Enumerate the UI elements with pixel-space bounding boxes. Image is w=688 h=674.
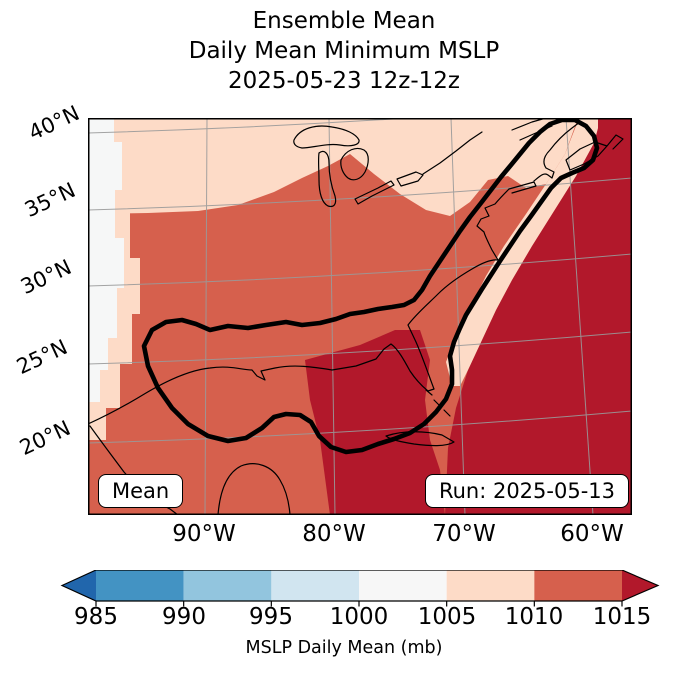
coastline-nova-scotia: [565, 134, 624, 171]
lat-tick-label-20n: 20°N: [15, 415, 75, 461]
colorbar-segment-995-1000: [271, 570, 360, 601]
coastline-new-england: [533, 121, 581, 182]
colorbar-tick-label-1010: 1010: [504, 604, 564, 630]
ensemble-contour-outline: [141, 118, 600, 455]
colorbar-segment-1005-1010: [446, 570, 535, 601]
lake-huron: [340, 147, 369, 181]
map-plot-svg: [88, 118, 632, 515]
colorbar-cells: [62, 570, 658, 601]
lake-michigan: [317, 150, 337, 208]
colorbar: [0, 569, 688, 607]
fill-regions: [88, 118, 632, 515]
fill-gulf-dark-red: [305, 330, 445, 515]
map-frame: [88, 118, 632, 515]
colorbar-segment-1010-1015: [534, 570, 623, 601]
lon-tick-label-80w: 80°W: [302, 521, 366, 547]
lon-tick-label-90w: 90°W: [172, 521, 236, 547]
colorbar-segment-1000-1005: [359, 570, 447, 601]
colorbar-tick-label-985: 985: [74, 604, 118, 630]
lat-tick-label-35n: 35°N: [20, 177, 80, 223]
st-lawrence-river: [422, 131, 483, 175]
title-line-1: Ensemble Mean: [252, 8, 436, 34]
colorbar-axis-label: MSLP Daily Mean (mb): [245, 638, 443, 658]
colorbar-outline: [60, 569, 660, 602]
gridline-20n: [88, 410, 632, 444]
mean-annotation-box: Mean: [98, 474, 184, 508]
colorbar-tick-label-995: 995: [249, 604, 293, 630]
plot-title: Ensemble Mean Daily Mean Minimum MSLP 20…: [0, 6, 688, 96]
run-date-annotation-box: Run: 2025-05-13: [424, 474, 629, 508]
gridline-70w: [450, 118, 466, 515]
lat-tick-label-25n: 25°N: [12, 334, 72, 380]
lake-erie: [354, 180, 395, 205]
colorbar-tick-label-1015: 1015: [592, 604, 652, 630]
title-line-2: Daily Mean Minimum MSLP: [188, 38, 500, 64]
colorbar-over-arrow: [622, 570, 658, 601]
colorbar-tick-label-1000: 1000: [329, 604, 389, 630]
gridline-40n: [88, 118, 417, 134]
colorbar-segment-990-995: [183, 570, 272, 601]
gridline-25n: [88, 331, 632, 365]
gridline-90w: [204, 118, 208, 515]
colorbar-segment-985-990: [96, 570, 184, 601]
lake-superior: [293, 125, 360, 149]
lat-tick-label-40n: 40°N: [24, 100, 84, 146]
lon-tick-label-70w: 70°W: [432, 521, 496, 547]
coastline-yucatan: [217, 463, 291, 515]
fill-west-white: [88, 118, 124, 402]
lat-tick-label-30n: 30°N: [16, 254, 76, 300]
fill-atlantic-dark-red: [445, 118, 632, 515]
gridline-60w: [565, 118, 594, 515]
coastline-long-island: [508, 181, 537, 194]
coastlines: [88, 118, 624, 515]
lake-ontario: [396, 171, 424, 187]
title-line-3: 2025-05-23 12z-12z: [228, 68, 460, 94]
gridline-30n: [88, 253, 632, 287]
colorbar-tick-label-1005: 1005: [417, 604, 477, 630]
lon-tick-label-60w: 60°W: [560, 521, 624, 547]
colorbar-ticks: [95, 601, 623, 607]
colorbar-under-arrow: [62, 570, 96, 601]
map-canvas: Mean Run: 2025-05-13: [88, 118, 632, 515]
colorbar-tick-label-990: 990: [162, 604, 206, 630]
fill-coastal-peach-band: [446, 118, 598, 386]
